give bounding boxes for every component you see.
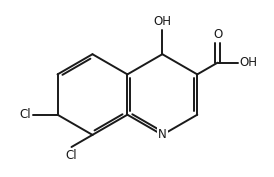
Text: O: O bbox=[213, 28, 222, 41]
Text: N: N bbox=[158, 128, 167, 141]
Text: OH: OH bbox=[153, 15, 171, 28]
Text: Cl: Cl bbox=[66, 149, 77, 162]
Text: Cl: Cl bbox=[19, 108, 31, 121]
Text: OH: OH bbox=[239, 56, 258, 69]
